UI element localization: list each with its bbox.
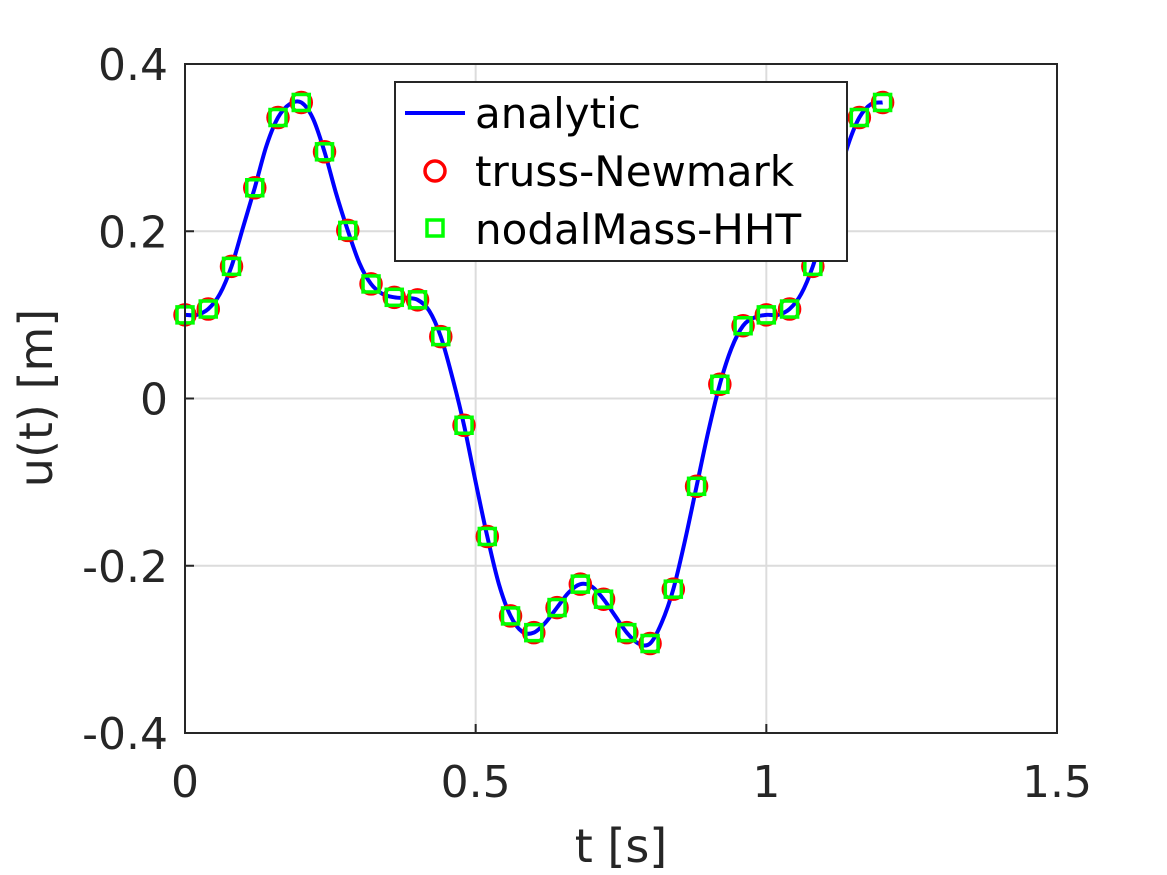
data-point-nodalmass-hht	[570, 574, 591, 594]
data-point-nodalmass-hht	[338, 220, 358, 241]
data-point-truss-newmark	[498, 604, 523, 628]
data-point-truss-newmark	[336, 218, 360, 243]
y-axis-label: u(t) [m]	[9, 309, 63, 487]
x-tick-label: 0	[171, 757, 199, 808]
y-tick-label: 0	[140, 375, 168, 426]
data-point-nodalmass-hht	[547, 597, 567, 618]
data-point-nodalmass-hht	[849, 107, 870, 128]
data-point-truss-newmark	[312, 140, 337, 164]
legend-marker-nodalmass-hht	[425, 218, 445, 238]
data-point-truss-newmark	[870, 90, 895, 115]
data-point-truss-newmark	[219, 254, 244, 279]
data-point-nodalmass-hht	[524, 622, 544, 643]
x-tick-label: 1.5	[1022, 757, 1092, 808]
data-point-nodalmass-hht	[663, 579, 684, 599]
data-point-nodalmass-hht	[593, 589, 614, 609]
data-point-truss-newmark	[568, 572, 593, 596]
data-point-truss-newmark	[591, 587, 616, 611]
data-point-nodalmass-hht	[454, 415, 474, 436]
data-point-nodalmass-hht	[314, 142, 335, 162]
data-point-nodalmass-hht	[710, 374, 730, 395]
data-point-nodalmass-hht	[431, 326, 451, 347]
data-point-truss-newmark	[405, 288, 430, 312]
data-point-nodalmass-hht	[291, 92, 312, 113]
y-tick-label: 0.2	[98, 207, 168, 258]
y-tick-label: -0.4	[82, 709, 168, 760]
legend-label-nodalmass-hht: nodalMass-HHT	[475, 205, 801, 254]
data-point-nodalmass-hht	[245, 178, 265, 198]
data-point-truss-newmark	[289, 90, 314, 115]
data-point-truss-newmark	[684, 474, 709, 499]
data-point-truss-newmark	[847, 105, 872, 130]
data-point-nodalmass-hht	[872, 92, 893, 113]
legend: analytic truss-Newmark nodalMass-HHT	[394, 81, 848, 262]
data-point-truss-newmark	[522, 620, 546, 645]
data-point-nodalmass-hht	[617, 622, 637, 643]
legend-marker-truss-newmark	[423, 159, 447, 183]
series-layer	[173, 90, 895, 656]
legend-label-truss-newmark: truss-Newmark	[475, 147, 795, 196]
legend-box	[394, 81, 848, 262]
data-point-truss-newmark	[777, 297, 802, 321]
data-point-truss-newmark	[661, 577, 686, 601]
data-point-truss-newmark	[615, 620, 639, 645]
data-point-nodalmass-hht	[384, 287, 405, 308]
data-point-nodalmass-hht	[640, 633, 660, 654]
data-point-truss-newmark	[475, 524, 500, 549]
data-point-truss-newmark	[452, 413, 476, 438]
data-point-nodalmass-hht	[779, 299, 800, 319]
data-point-nodalmass-hht	[198, 299, 219, 319]
data-point-nodalmass-hht	[756, 305, 777, 325]
data-point-nodalmass-hht	[500, 606, 521, 626]
y-tick-label: -0.2	[82, 542, 168, 593]
data-point-truss-newmark	[429, 324, 453, 349]
data-point-truss-newmark	[708, 372, 732, 397]
series-line-analytic	[184, 99, 883, 648]
data-point-truss-newmark	[196, 297, 221, 321]
y-tick-label: 0.4	[98, 40, 168, 91]
data-point-nodalmass-hht	[221, 256, 242, 277]
data-point-truss-newmark	[243, 176, 267, 200]
data-point-nodalmass-hht	[407, 290, 428, 310]
legend-label-analytic: analytic	[475, 89, 641, 138]
x-tick-label: 0.5	[441, 757, 511, 808]
data-point-nodalmass-hht	[268, 107, 288, 128]
data-point-truss-newmark	[731, 313, 755, 338]
data-point-nodalmass-hht	[686, 476, 707, 497]
data-point-nodalmass-hht	[733, 315, 753, 336]
data-point-nodalmass-hht	[361, 274, 381, 294]
data-point-nodalmass-hht	[477, 526, 498, 547]
ticks: 0 0.5 1 1.5 -0.4 -0.2 0 0.2 0.4	[82, 40, 1092, 808]
data-point-truss-newmark	[754, 303, 779, 327]
x-tick-label: 1	[752, 757, 780, 808]
x-axis-label: t [s]	[575, 819, 668, 873]
data-point-truss-newmark	[382, 285, 407, 310]
data-point-truss-newmark	[266, 105, 290, 130]
data-point-truss-newmark	[545, 595, 569, 620]
data-point-truss-newmark	[638, 631, 662, 656]
data-point-truss-newmark	[359, 272, 383, 296]
